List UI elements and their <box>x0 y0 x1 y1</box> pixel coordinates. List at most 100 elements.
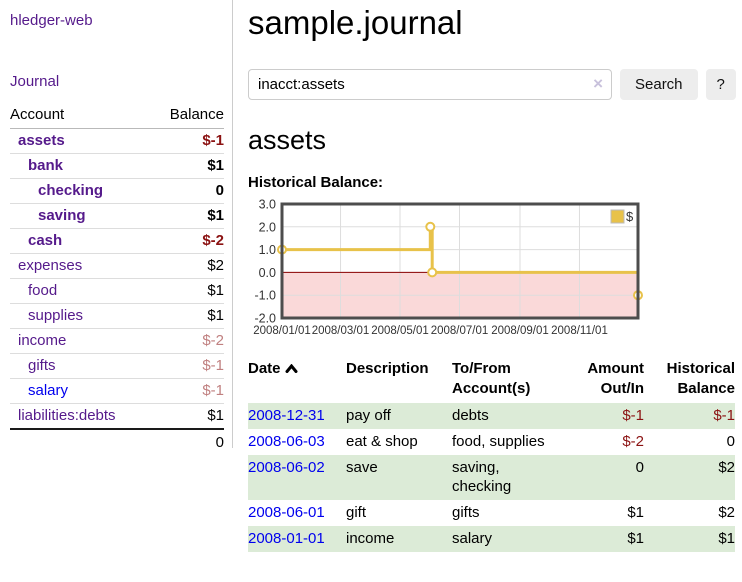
x-tick-label: 2008/07/01 <box>431 325 489 337</box>
historical-balance-column-header: Historical Balance <box>666 360 735 397</box>
account-row: expenses $2 <box>10 253 224 279</box>
register-cell-description: income <box>346 530 395 547</box>
register-cell-description: gift <box>346 504 367 521</box>
sidebar-account-link[interactable]: liabilities:debts <box>18 407 116 424</box>
x-tick-label: 2008/05/01 <box>371 325 429 337</box>
sidebar-account-link[interactable]: income <box>18 332 67 349</box>
register-row: 2008-06-03 eat & shop food, supplies $-2 0 <box>248 429 735 455</box>
y-tick-label: 1.0 <box>259 243 276 257</box>
register-cell-description: save <box>346 459 378 476</box>
sidebar-account-link[interactable]: saving <box>38 207 86 224</box>
register-row: 2008-12-31 pay off debts $-1 $-1 <box>248 403 735 429</box>
search-form: × Search ? <box>248 69 742 100</box>
account-balance: $-2 <box>202 232 224 249</box>
register-cell-accounts: saving, checking <box>452 455 582 500</box>
register-cell-balance: $1 <box>718 530 735 547</box>
register-cell-balance: $2 <box>718 459 735 476</box>
register-cell-balance: $2 <box>718 504 735 521</box>
register-cell-accounts: gifts <box>452 500 582 526</box>
account-balance: $1 <box>207 282 224 299</box>
data-point-marker <box>427 267 438 278</box>
sidebar-total-value: 0 <box>215 434 224 451</box>
account-row: liabilities:debts $1 <box>10 403 224 430</box>
sidebar-account-link[interactable]: bank <box>28 157 64 174</box>
sidebar-account-link[interactable]: salary <box>28 382 69 399</box>
account-row: supplies $1 <box>10 303 224 329</box>
y-tick-label: -1.0 <box>254 289 276 303</box>
data-point-marker <box>425 221 436 232</box>
posting-accounts: salary <box>452 530 493 547</box>
account-row: cash $-2 <box>10 228 224 254</box>
x-tick-label: 2008/11/01 <box>551 325 608 337</box>
legend-swatch <box>610 209 625 224</box>
account-balance: $-1 <box>202 132 224 149</box>
account-row: income $-2 <box>10 328 224 354</box>
sidebar-account-link[interactable]: expenses <box>18 257 83 274</box>
search-input[interactable] <box>248 69 612 100</box>
app-title-link[interactable]: hledger-web <box>10 12 93 29</box>
chart-label: Historical Balance: <box>248 174 384 191</box>
register-cell-accounts: food, supplies <box>452 429 582 455</box>
posting-accounts: saving, checking <box>452 459 512 495</box>
account-balance: $-1 <box>202 382 224 399</box>
transaction-date-link[interactable]: 2008-01-01 <box>248 530 325 547</box>
sort-ascending-icon <box>285 363 298 373</box>
sidebar-total-row: 0 <box>10 429 224 455</box>
sidebar: hledger-web Journal Account Balance asse… <box>0 0 233 451</box>
account-balance: $1 <box>207 407 224 424</box>
x-tick-label: 2008/01/01 <box>253 325 311 337</box>
register-cell-accounts: salary <box>452 526 582 552</box>
date-column-header[interactable]: Date <box>248 356 346 403</box>
register-cell-date: 2008-06-03 <box>248 429 346 455</box>
legend-label: $ <box>626 209 634 224</box>
account-balance: $1 <box>207 207 224 224</box>
register-table: Date Description To/From Account(s) Amou… <box>248 356 735 552</box>
transaction-date-link[interactable]: 2008-06-01 <box>248 504 325 521</box>
register-cell-date: 2008-12-31 <box>248 403 346 429</box>
register-cell-amount: $-2 <box>622 433 644 450</box>
register-cell-accounts: debts <box>452 403 582 429</box>
description-column-header: Description <box>346 360 429 377</box>
y-tick-label: -2.0 <box>254 312 276 326</box>
account-balance: $1 <box>207 157 224 174</box>
page-title: sample.journal <box>248 4 463 41</box>
posting-accounts: food, supplies <box>452 433 545 450</box>
transaction-date-link[interactable]: 2008-12-31 <box>248 407 325 424</box>
sidebar-account-link[interactable]: cash <box>28 232 63 249</box>
register-cell-amount: $1 <box>627 504 644 521</box>
account-balance: $-2 <box>202 332 224 349</box>
transaction-date-link[interactable]: 2008-06-02 <box>248 459 325 476</box>
clear-search-icon[interactable]: × <box>593 74 603 93</box>
account-balance: $-1 <box>202 357 224 374</box>
register-cell-balance: $-1 <box>713 407 735 424</box>
y-tick-label: 0.0 <box>259 266 276 280</box>
y-tick-label: 3.0 <box>259 198 276 212</box>
register-row: 2008-06-01 gift gifts $1 $2 <box>248 500 735 526</box>
register-cell-amount: 0 <box>635 459 644 476</box>
sidebar-account-link[interactable]: checking <box>38 182 104 199</box>
sidebar-account-link[interactable]: food <box>28 282 58 299</box>
sidebar-account-link[interactable]: gifts <box>28 357 56 374</box>
account-row: checking 0 <box>10 178 224 204</box>
register-cell-description: eat & shop <box>346 433 418 450</box>
amount-column-header: Amount Out/In <box>587 360 644 397</box>
balance-column-header: Balance <box>169 106 224 123</box>
register-cell-amount: $1 <box>627 530 644 547</box>
sidebar-account-link[interactable]: supplies <box>28 307 84 324</box>
register-row: 2008-06-02 save saving, checking 0 $2 <box>248 455 735 500</box>
register-row: 2008-01-01 income salary $1 $1 <box>248 526 735 552</box>
register-cell-date: 2008-06-01 <box>248 500 346 526</box>
account-balance: $2 <box>207 257 224 274</box>
transaction-date-link[interactable]: 2008-06-03 <box>248 433 325 450</box>
help-button[interactable]: ? <box>705 69 736 100</box>
sidebar-account-link[interactable]: assets <box>18 132 65 149</box>
search-button[interactable]: Search <box>620 69 698 100</box>
register-cell-balance: 0 <box>726 433 735 450</box>
posting-accounts: debts <box>452 407 489 424</box>
chart-border <box>280 202 640 320</box>
register-cell-date: 2008-06-02 <box>248 455 346 500</box>
sidebar-item-journal[interactable]: Journal <box>10 73 60 90</box>
register-cell-amount: $-1 <box>622 407 644 424</box>
account-balance: $1 <box>207 307 224 324</box>
